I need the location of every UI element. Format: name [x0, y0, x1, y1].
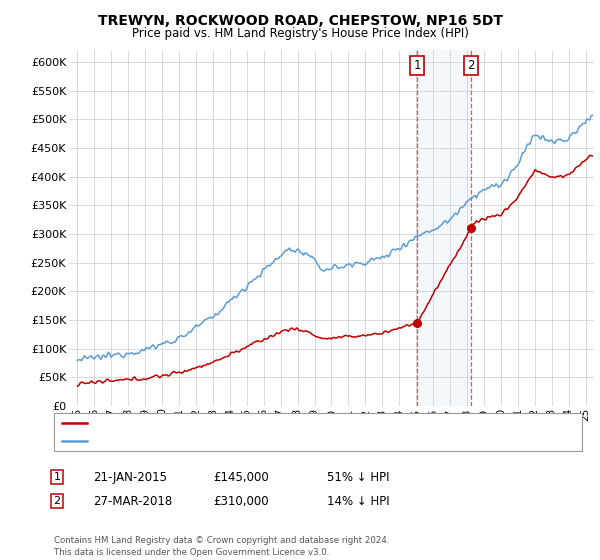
Text: 14% ↓ HPI: 14% ↓ HPI [327, 494, 389, 508]
Text: Price paid vs. HM Land Registry's House Price Index (HPI): Price paid vs. HM Land Registry's House … [131, 27, 469, 40]
Text: 1: 1 [53, 472, 61, 482]
Text: 21-JAN-2015: 21-JAN-2015 [93, 470, 167, 484]
Text: TREWYN, ROCKWOOD ROAD, CHEPSTOW, NP16 5DT: TREWYN, ROCKWOOD ROAD, CHEPSTOW, NP16 5D… [97, 14, 503, 28]
Text: 2: 2 [467, 59, 475, 72]
Bar [417, 50, 471, 406]
Text: £145,000: £145,000 [213, 470, 269, 484]
Text: Contains HM Land Registry data © Crown copyright and database right 2024.
This d: Contains HM Land Registry data © Crown c… [54, 536, 389, 557]
Text: HPI: Average price, detached house, Monmouthshire: HPI: Average price, detached house, Monm… [93, 436, 367, 446]
Text: 2: 2 [53, 496, 61, 506]
Text: 51% ↓ HPI: 51% ↓ HPI [327, 470, 389, 484]
Text: 27-MAR-2018: 27-MAR-2018 [93, 494, 172, 508]
Text: 1: 1 [413, 59, 421, 72]
Text: £310,000: £310,000 [213, 494, 269, 508]
Text: TREWYN, ROCKWOOD ROAD, CHEPSTOW, NP16 5DT (detached house): TREWYN, ROCKWOOD ROAD, CHEPSTOW, NP16 5D… [93, 418, 460, 428]
